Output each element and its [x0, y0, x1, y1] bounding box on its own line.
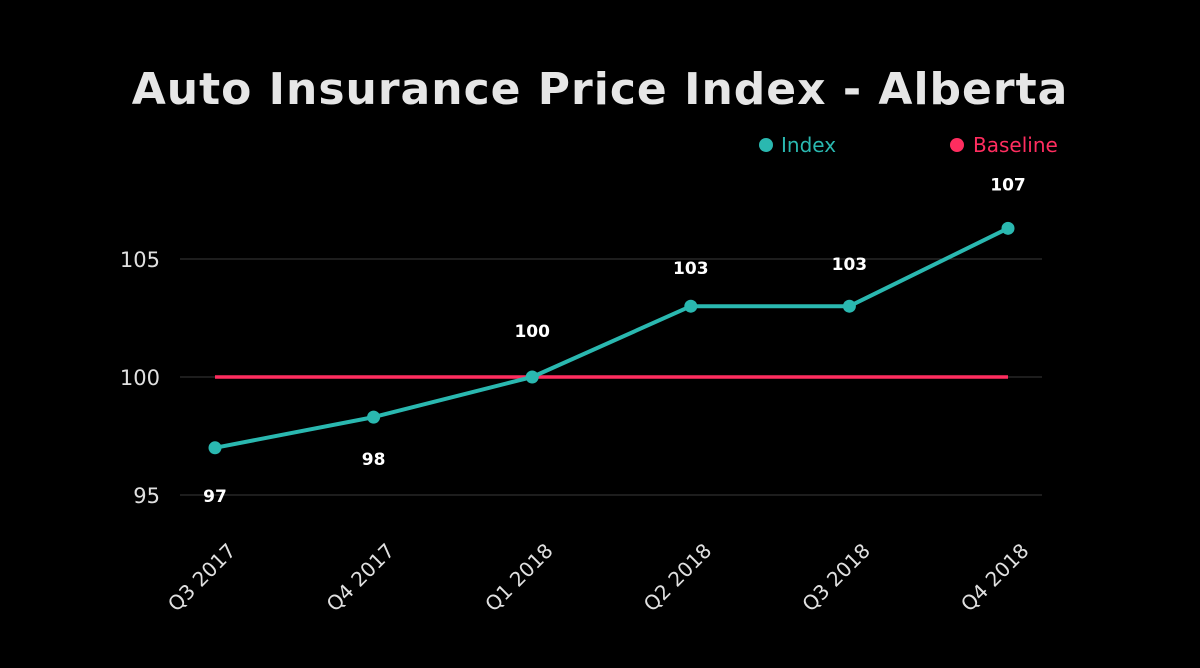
data-label-index: 103 — [832, 255, 868, 275]
y-tick-label: 95 — [133, 484, 160, 508]
data-label-index: 100 — [514, 322, 550, 342]
legend-item-index: Index — [759, 133, 836, 157]
data-point-index — [842, 299, 856, 313]
x-tick-label: Q4 2017 — [322, 539, 400, 617]
data-point-index — [684, 299, 698, 313]
data-label-index: 107 — [990, 175, 1026, 195]
legend-label-index: Index — [781, 133, 836, 157]
series-line-index — [214, 226, 1009, 450]
data-labels: 97 98 100 103 103 107 — [203, 175, 1026, 506]
y-tick-label: 100 — [120, 366, 160, 390]
legend-marker-index — [759, 138, 773, 152]
x-tick-label: Q4 2018 — [956, 539, 1034, 617]
data-point-index — [525, 370, 539, 384]
legend-label-baseline: Baseline — [973, 133, 1058, 157]
data-label-index: 103 — [673, 259, 709, 279]
data-point-index — [1001, 221, 1015, 235]
chart-title: Auto Insurance Price Index - Alberta — [132, 64, 1069, 115]
x-axis-ticks: Q3 2017 Q4 2017 Q1 2018 Q2 2018 Q3 2018 Q4 20… — [163, 539, 1034, 617]
series — [208, 221, 1015, 455]
x-tick-label: Q2 2018 — [639, 539, 717, 617]
legend-item-baseline: Baseline — [950, 133, 1058, 157]
legend-marker-baseline — [950, 138, 964, 152]
legend: Index Baseline — [759, 133, 1058, 157]
data-point-index — [208, 441, 222, 455]
data-label-index: 98 — [362, 450, 386, 470]
data-label-index: 97 — [203, 487, 227, 507]
data-point-index — [367, 410, 381, 424]
y-axis-ticks: 95 100 105 — [120, 248, 160, 508]
x-tick-label: Q1 2018 — [480, 539, 558, 617]
x-tick-label: Q3 2017 — [163, 539, 241, 617]
y-tick-label: 105 — [120, 248, 160, 272]
x-tick-label: Q3 2018 — [797, 539, 875, 617]
